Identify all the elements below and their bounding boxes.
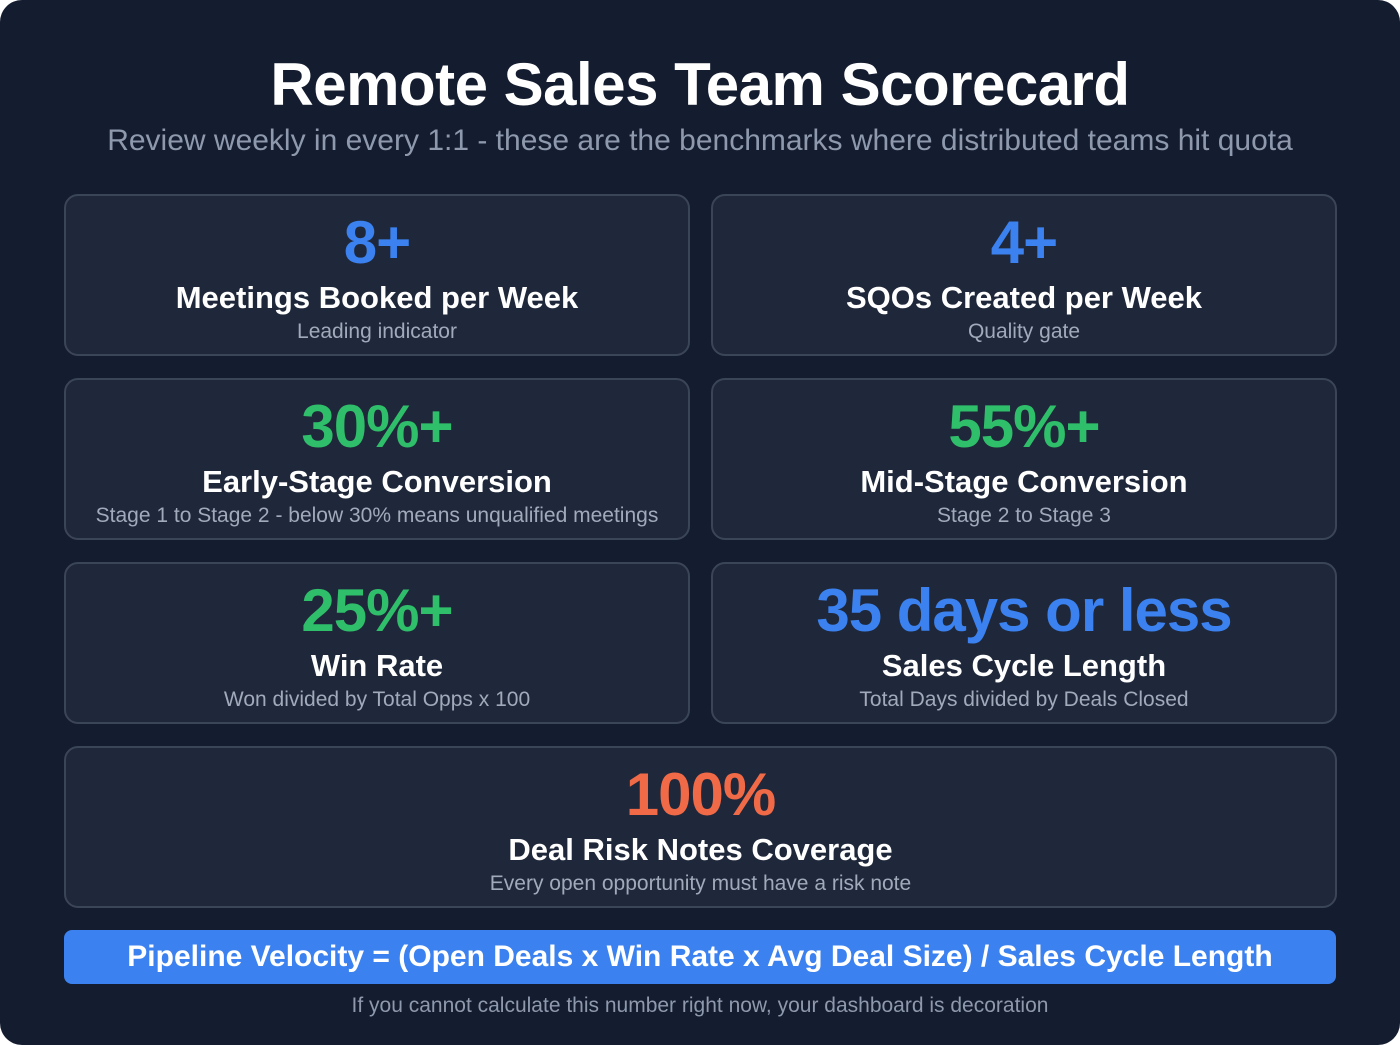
metric-card-risk-notes: 100% Deal Risk Notes Coverage Every open… <box>64 746 1337 908</box>
metric-value: 35 days or less <box>816 577 1232 644</box>
metric-label: Mid-Stage Conversion <box>860 464 1188 499</box>
page-subtitle: Review weekly in every 1:1 - these are t… <box>107 124 1293 157</box>
metric-description: Quality gate <box>967 320 1081 343</box>
page-title: Remote Sales Team Scorecard <box>270 51 1130 118</box>
metric-value: 55%+ <box>948 393 1100 460</box>
metric-value: 4+ <box>990 209 1058 276</box>
metric-value: 25%+ <box>301 577 453 644</box>
pipeline-velocity-formula: Pipeline Velocity = (Open Deals x Win Ra… <box>64 930 1336 984</box>
metric-description: Leading indicator <box>297 320 457 343</box>
metric-label: Early-Stage Conversion <box>202 464 552 499</box>
metric-card-sqos: 4+ SQOs Created per Week Quality gate <box>711 194 1337 356</box>
metric-card-win-rate: 25%+ Win Rate Won divided by Total Opps … <box>64 562 690 724</box>
metric-card-early-stage: 30%+ Early-Stage Conversion Stage 1 to S… <box>64 378 690 540</box>
footnote: If you cannot calculate this number righ… <box>351 994 1049 1017</box>
metric-description: Total Days divided by Deals Closed <box>859 688 1189 711</box>
metric-description: Every open opportunity must have a risk … <box>489 872 912 895</box>
metric-card-sales-cycle: 35 days or less Sales Cycle Length Total… <box>711 562 1337 724</box>
metric-value: 30%+ <box>301 393 453 460</box>
metric-value: 8+ <box>343 209 411 276</box>
metric-label: Deal Risk Notes Coverage <box>508 832 893 867</box>
metric-value: 100% <box>625 761 776 828</box>
metric-card-meetings: 8+ Meetings Booked per Week Leading indi… <box>64 194 690 356</box>
metric-description: Stage 1 to Stage 2 - below 30% means unq… <box>95 504 659 527</box>
metric-label: Win Rate <box>310 648 444 683</box>
metric-description: Won divided by Total Opps x 100 <box>223 688 531 711</box>
metric-description: Stage 2 to Stage 3 <box>937 504 1111 527</box>
metric-label: Sales Cycle Length <box>881 648 1167 683</box>
metric-card-mid-stage: 55%+ Mid-Stage Conversion Stage 2 to Sta… <box>711 378 1337 540</box>
metric-label: SQOs Created per Week <box>845 280 1203 315</box>
metric-label: Meetings Booked per Week <box>175 280 579 315</box>
